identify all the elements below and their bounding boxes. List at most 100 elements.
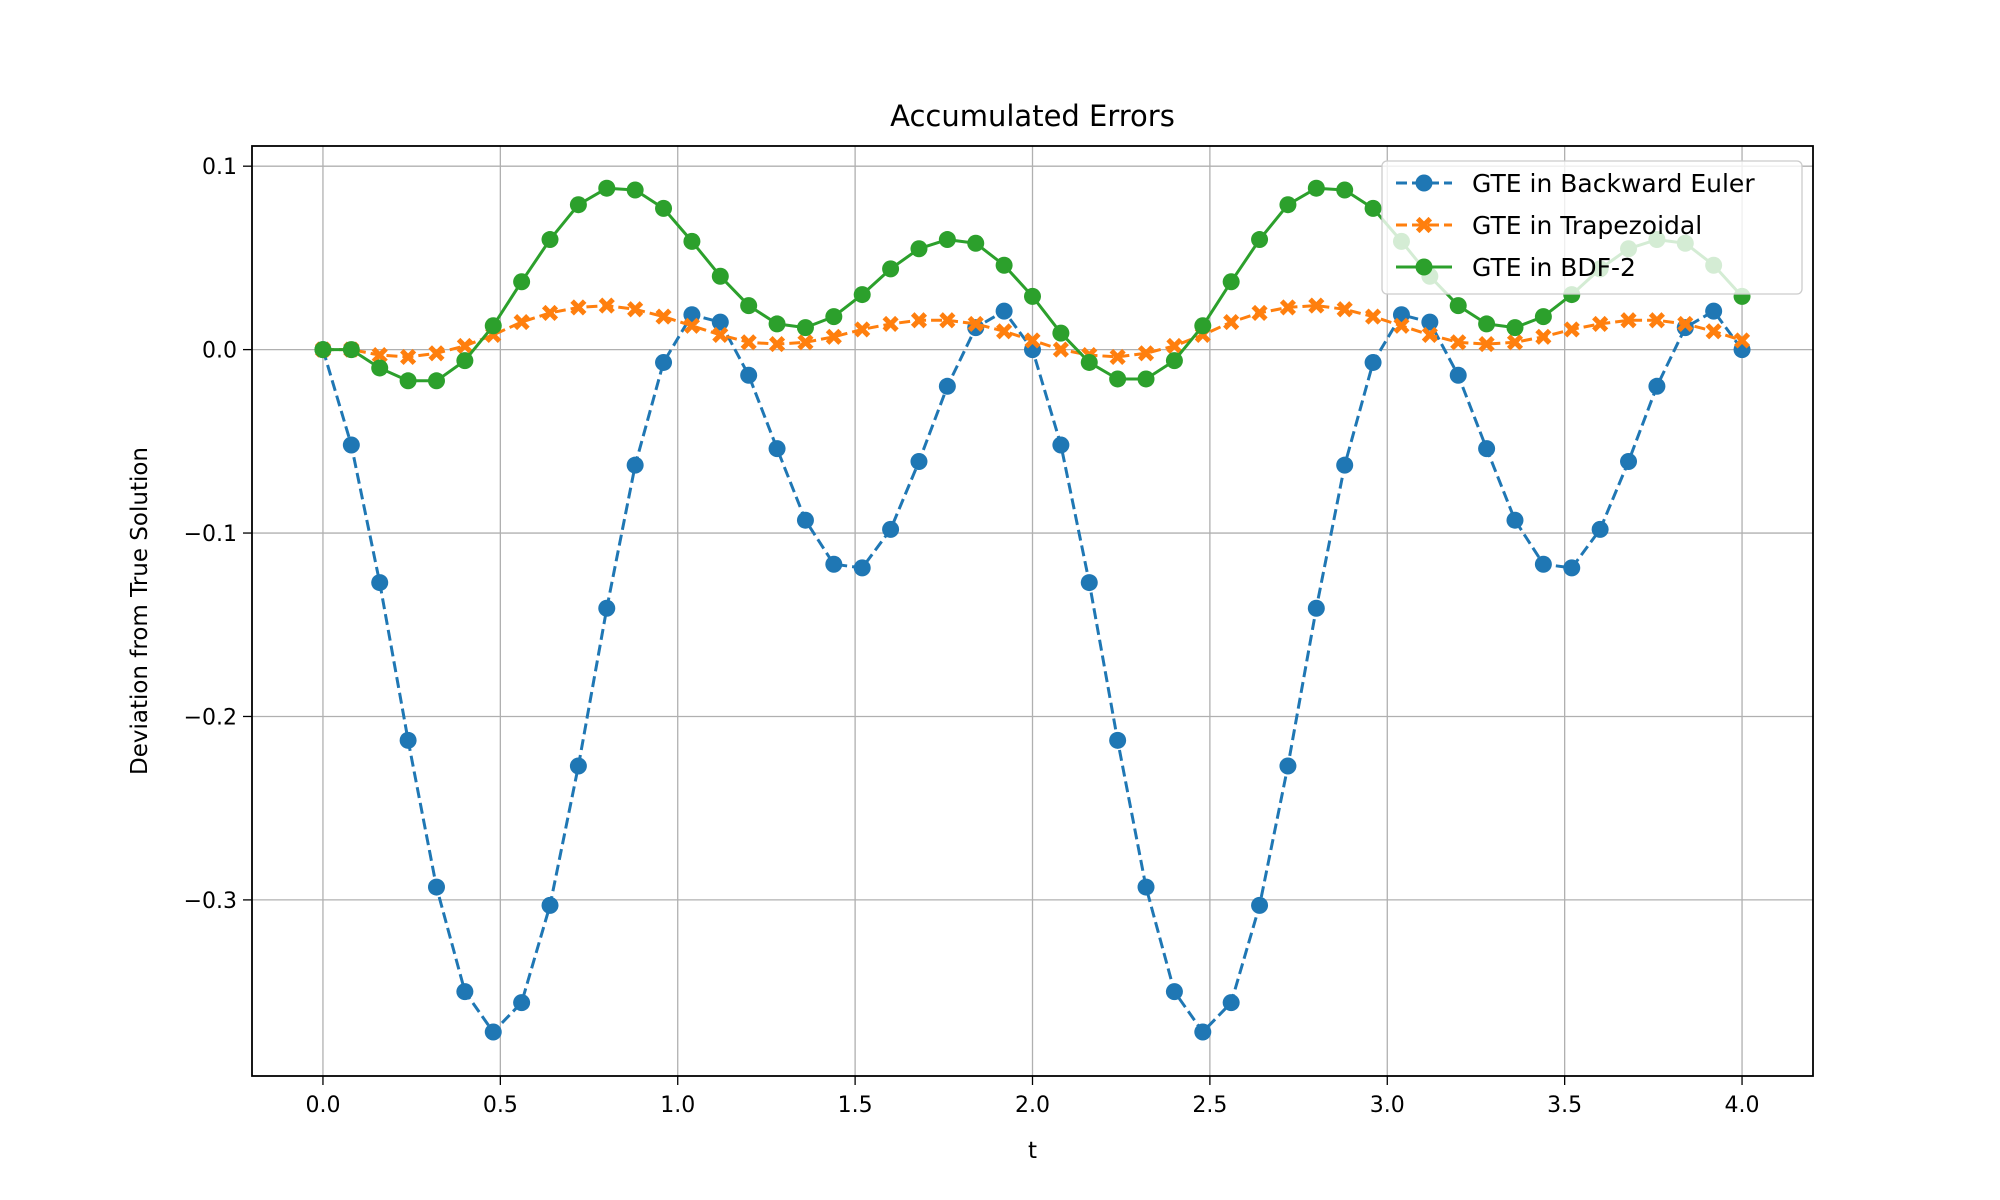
x-axis-label: t [1028,1138,1037,1164]
legend-frame [1381,160,1803,295]
data-point [1733,332,1751,349]
data-point [371,347,388,364]
data-point [910,312,928,329]
data-point [910,453,928,471]
data-point [1137,878,1155,896]
data-point [1307,599,1325,617]
data-point [1307,179,1325,197]
data-point [1024,332,1041,349]
legend-item-1: GTE in Trapezoidal [1396,211,1702,240]
x-tick-label: 0.0 [305,1093,340,1118]
data-point [541,304,559,321]
data-point [796,511,814,529]
data-point [1592,315,1609,333]
data-point [768,315,786,333]
data-point [1563,321,1580,338]
x-tick-label: 4.0 [1725,1093,1760,1118]
y-axis-label: Deviation from True Solution [127,447,153,775]
data-point [427,372,445,390]
data-point [371,359,389,377]
data-point [513,273,531,291]
data-point [683,232,701,250]
data-point [882,260,900,278]
data-point [1165,352,1183,370]
data-point [967,315,984,333]
data-point [1279,299,1297,316]
data-point [712,326,729,344]
data-point [399,372,417,390]
data-point [1194,1023,1212,1041]
data-point [1165,983,1183,1001]
data-point [882,315,899,333]
legend-marker [1415,258,1433,276]
data-point [740,297,758,315]
data-point [1223,314,1240,331]
data-point [683,317,700,334]
data-point [541,231,559,249]
data-point [1109,731,1127,749]
data-point [569,196,587,214]
data-point [1677,315,1694,333]
data-point [314,341,332,359]
data-point [1365,308,1382,325]
data-point [342,341,360,359]
data-point [627,301,644,318]
axes-ticks: 0.0 0.5 1.0 1.5 2.0 2.5 3.0 3.5 4.0 0.1 0.0 −0.1 −0.… [184,155,1760,1118]
data-point [938,231,956,249]
legend-label: GTE in Trapezoidal [1472,211,1702,240]
data-point [711,267,729,285]
data-point [1364,353,1382,371]
y-tick-label: −0.3 [184,889,237,914]
data-point [570,299,587,316]
data-point [1080,574,1098,592]
data-point [796,319,814,337]
x-tick-label: 2.5 [1192,1093,1227,1118]
data-point [1506,511,1524,529]
data-point [1478,440,1496,458]
data-point [598,179,616,197]
data-point [996,323,1013,340]
data-point [1620,312,1637,329]
x-tick-label: 1.0 [660,1093,695,1118]
data-point [1449,297,1467,315]
data-point [1052,436,1070,454]
x-tick-label: 0.5 [483,1093,518,1118]
data-point [1336,456,1354,474]
legend-item-2: GTE in BDF-2 [1396,253,1636,282]
data-point [1308,297,1325,314]
data-point [598,297,615,314]
data-point [513,314,530,331]
x-tick-label: 2.0 [1015,1093,1050,1118]
data-point [1421,326,1438,344]
data-point [1506,334,1524,351]
data-point [655,308,672,325]
series-2 [314,179,1751,390]
data-point [882,520,900,538]
data-point [740,366,758,384]
data-point [1705,323,1722,340]
data-point [768,440,786,458]
x-tick-label: 3.5 [1547,1093,1582,1118]
data-point [1166,337,1183,355]
data-point [1591,520,1609,538]
data-point [1137,345,1155,362]
data-point [1279,757,1297,775]
chart-title: Accumulated Errors [890,99,1175,133]
data-point [1194,317,1212,335]
data-point [825,555,843,573]
data-point [1449,366,1467,384]
data-point [1421,313,1439,331]
data-point [1534,555,1552,573]
data-point [428,345,445,362]
data-point [1563,559,1581,577]
data-point [427,878,445,896]
data-point [1109,370,1127,388]
data-point [1251,231,1269,249]
data-point [400,348,417,366]
data-point [569,757,587,775]
y-tick-label: −0.1 [184,522,237,547]
data-point [1506,319,1524,337]
y-tick-label: 0.0 [202,339,237,364]
data-point [655,199,673,217]
data-point [768,336,786,353]
